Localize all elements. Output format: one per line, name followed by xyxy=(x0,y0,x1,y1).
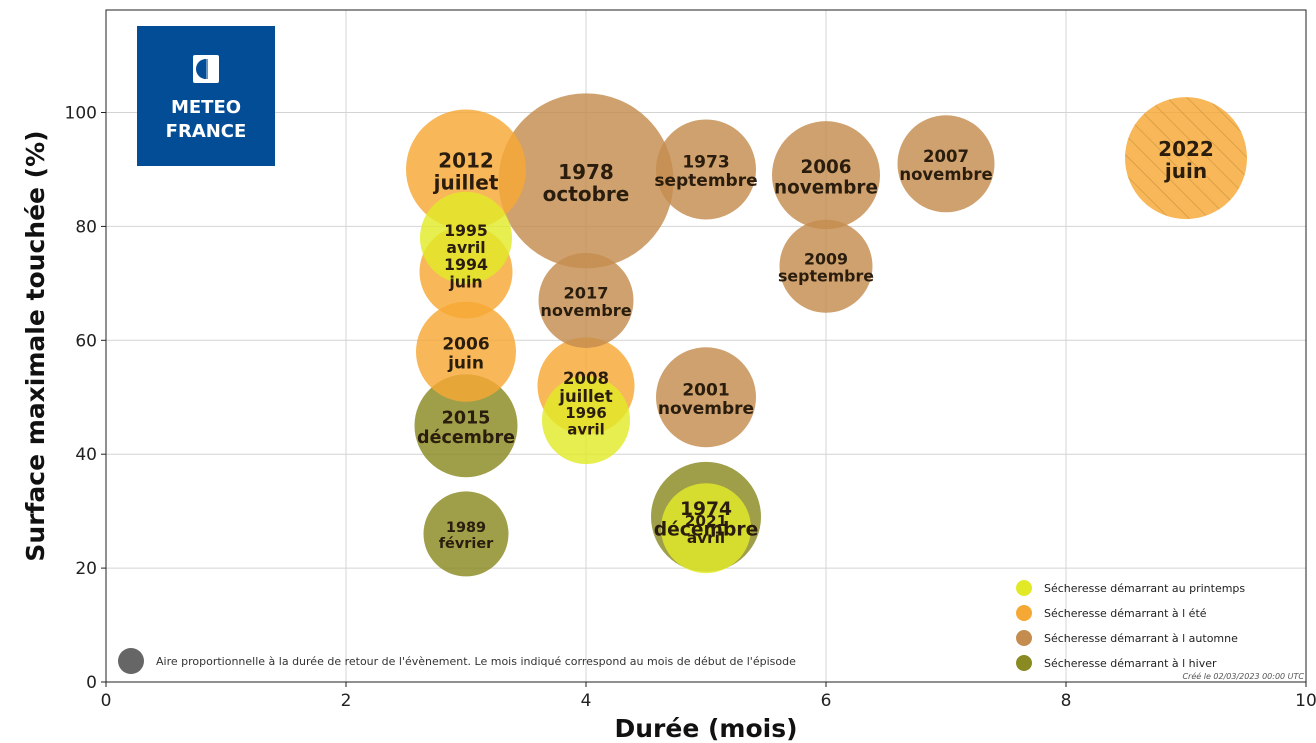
credit: Créé le 02/03/2023 00:00 UTC xyxy=(1182,671,1304,681)
meteo-france-logo: METEO FRANCE xyxy=(137,26,275,166)
bubble-label: 2001 novembre xyxy=(658,380,754,419)
bubbles: 1978 octobre 2022 juin 2012 juillet 1974 décemb… xyxy=(406,93,1247,577)
bubble-label: 1974 décembre xyxy=(654,499,759,541)
bubble-label: 2017 novembre xyxy=(540,283,631,320)
bubble-label: 1995 avril xyxy=(444,221,488,257)
bubble-2006-ete xyxy=(416,301,516,402)
legend-marker-ete xyxy=(1016,605,1032,621)
y-axis-title: Surface maximale touchée (%) xyxy=(21,130,50,561)
bubble-label: 2022 juin xyxy=(1158,137,1214,183)
size-note: Aire proportionnelle à la durée de retou… xyxy=(156,655,796,668)
bubble-2015-hiver xyxy=(414,374,518,478)
bubble-2007-automne xyxy=(897,115,995,213)
bubble-label: 2006 juin xyxy=(442,335,489,374)
bubble-label: 1973 septembre xyxy=(654,152,757,191)
bubble-2017-automne xyxy=(538,252,634,348)
bubble-1973-automne xyxy=(656,119,756,220)
bubble-label: 2006 novembre xyxy=(774,157,878,198)
legend: Sécheresse démarrant au printemps Séchere… xyxy=(1016,580,1245,671)
legend-entry-hiver: Sécheresse démarrant à l hiver xyxy=(1044,657,1217,670)
legend-entry-automne: Sécheresse démarrant à l automne xyxy=(1044,632,1238,645)
bubble-2021-printemps xyxy=(661,483,751,574)
bubble-1978-automne xyxy=(498,93,674,269)
bubble-1995-printemps xyxy=(420,191,512,284)
plot-frame xyxy=(105,9,1307,683)
legend-marker-automne xyxy=(1016,630,1032,646)
bubble-2012-ete xyxy=(406,109,526,230)
logo-line-2: FRANCE xyxy=(166,121,247,142)
bubble-label: 1978 octobre xyxy=(543,160,630,206)
bubble-1996-printemps xyxy=(542,376,630,465)
x-tick-label: 6 xyxy=(821,691,832,711)
x-axis-title: Durée (mois) xyxy=(614,714,797,743)
bubble-hatch xyxy=(1125,97,1247,220)
y-tick-label: 40 xyxy=(75,445,97,465)
legend-marker-hiver xyxy=(1016,655,1032,671)
bubble-label: 2007 novembre xyxy=(899,147,992,184)
bubble-2001-automne xyxy=(656,347,756,448)
y-tick-label: 0 xyxy=(86,673,97,693)
bubble-label: 2009 septembre xyxy=(778,249,874,285)
bubble-label: 1994 juin xyxy=(444,255,488,291)
bubble-2006-automne xyxy=(772,121,880,230)
bubble-label: 2015 décembre xyxy=(417,409,515,448)
logo-line-1: METEO xyxy=(171,97,241,118)
bubble-1989-hiver xyxy=(423,491,509,577)
x-tick-label: 0 xyxy=(101,691,112,711)
x-tick-label: 2 xyxy=(341,691,352,711)
legend-entry-printemps: Sécheresse démarrant au printemps xyxy=(1044,582,1245,595)
bubble-label: 2012 juillet xyxy=(433,148,499,194)
x-tick-label: 8 xyxy=(1061,691,1072,711)
legend-marker-printemps xyxy=(1016,580,1032,596)
legend-entry-ete: Sécheresse démarrant à l été xyxy=(1044,607,1207,620)
bubble-label: 1996 avril xyxy=(565,404,607,438)
bubble-label: 2008 juillet xyxy=(558,369,613,406)
bubble-2009-automne xyxy=(779,219,873,313)
x-tick-label: 10 xyxy=(1295,691,1316,711)
bubble-label: 2021 avril xyxy=(685,512,728,547)
bubble-label: 1989 février xyxy=(439,520,494,552)
y-tick-label: 20 xyxy=(75,559,97,579)
size-note-marker-icon xyxy=(118,648,144,674)
y-tick-label: 60 xyxy=(75,331,97,351)
y-tick-label: 100 xyxy=(65,104,97,124)
y-tick-label: 80 xyxy=(75,217,97,237)
x-tick-label: 4 xyxy=(581,691,592,711)
